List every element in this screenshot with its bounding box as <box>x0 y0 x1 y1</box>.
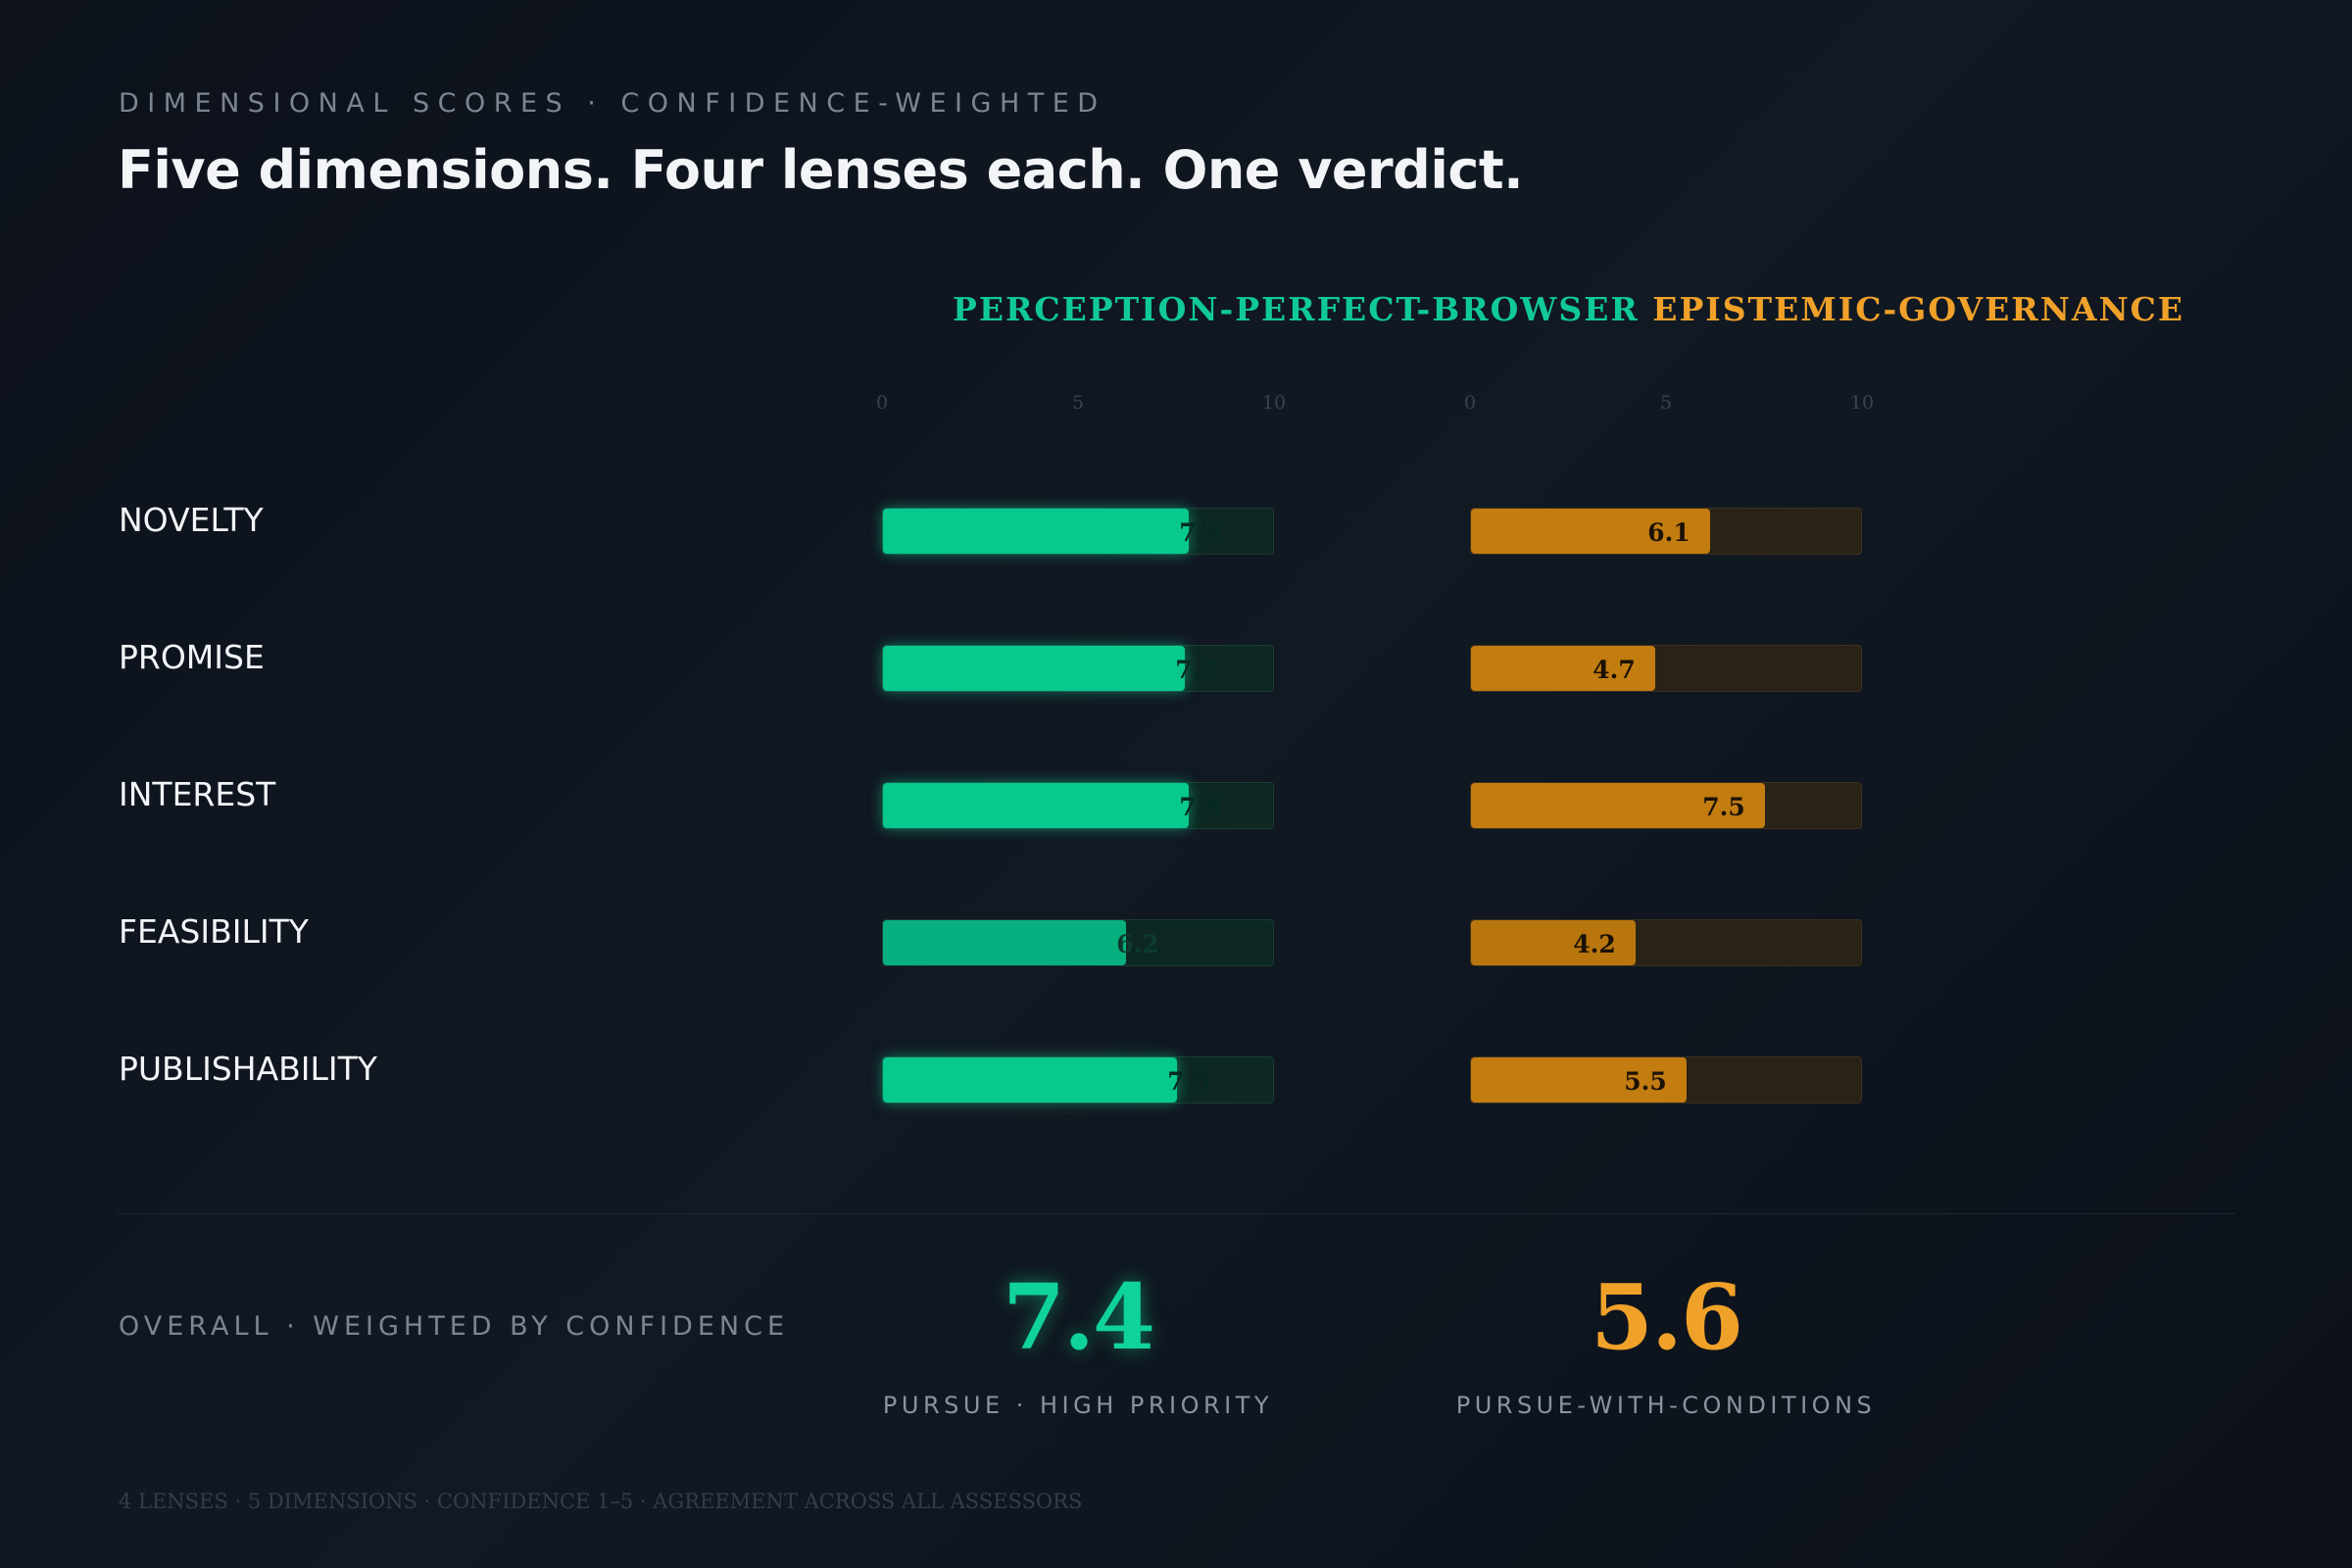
bar-track: 7.7 <box>882 645 1274 692</box>
bar <box>883 920 1126 965</box>
data-label: 7.8 <box>1179 793 1222 821</box>
bar-track: 4.7 <box>1470 645 1862 692</box>
overall-label: OVERALL · WEIGHTED BY CONFIDENCE <box>119 1311 790 1342</box>
bar-track: 7.5 <box>1470 782 1862 829</box>
data-label: 5.5 <box>1624 1067 1667 1096</box>
category-label: PROMISE <box>119 638 265 676</box>
axis-tick-label: 5 <box>1071 392 1085 414</box>
data-label: 7.7 <box>1175 656 1218 684</box>
category-label: PUBLISHABILITY <box>119 1050 377 1088</box>
axis-tick-label: 5 <box>1659 392 1673 414</box>
page-title: Five dimensions. Four lenses each. One v… <box>118 139 1524 201</box>
divider <box>118 1213 2234 1214</box>
category-label: FEASIBILITY <box>119 912 309 951</box>
axis-tick-label: 10 <box>1849 392 1875 414</box>
axis-tick-label: 0 <box>875 392 889 414</box>
category-label: NOVELTY <box>119 501 264 539</box>
bar <box>1471 509 1710 554</box>
bar <box>883 646 1185 691</box>
data-label: 6.1 <box>1647 518 1690 547</box>
axis-tick-label: 10 <box>1261 392 1287 414</box>
footnote: 4 LENSES · 5 DIMENSIONS · CONFIDENCE 1–5… <box>119 1490 1083 1513</box>
overall-score-a: 7.4 <box>1002 1264 1155 1370</box>
data-label: 4.7 <box>1592 656 1636 684</box>
eyebrow-label: DIMENSIONAL SCORES · CONFIDENCE-WEIGHTED <box>119 88 1106 119</box>
bar <box>883 509 1189 554</box>
bar <box>883 1057 1177 1102</box>
bar <box>1471 783 1765 828</box>
bar <box>1471 646 1655 691</box>
overall-score-b: 5.6 <box>1590 1264 1743 1370</box>
series-a-title: PERCEPTION-PERFECT-BROWSER <box>953 290 1640 328</box>
verdict-b: PURSUE-WITH-CONDITIONS <box>1455 1392 1877 1419</box>
data-label: 7.8 <box>1179 518 1222 547</box>
data-label: 7.5 <box>1167 1067 1210 1096</box>
bar-track: 5.5 <box>1470 1056 1862 1103</box>
data-label: 6.2 <box>1116 930 1159 958</box>
data-label: 7.5 <box>1702 793 1745 821</box>
bar-track: 7.8 <box>882 782 1274 829</box>
bar <box>883 783 1189 828</box>
verdict-a: PURSUE · HIGH PRIORITY <box>882 1392 1274 1419</box>
axis-tick-label: 0 <box>1463 392 1477 414</box>
series-b-title: EPISTEMIC-GOVERNANCE <box>1652 290 2185 328</box>
bar <box>1471 920 1636 965</box>
bar-track: 7.8 <box>882 508 1274 555</box>
bar-track: 6.1 <box>1470 508 1862 555</box>
bar <box>1471 1057 1687 1102</box>
data-label: 4.2 <box>1573 930 1616 958</box>
chart-legend: PERCEPTION-PERFECT-BROWSER EPISTEMIC-GOV… <box>953 290 2184 328</box>
bar-track: 6.2 <box>882 919 1274 966</box>
bar-track: 7.5 <box>882 1056 1274 1103</box>
category-label: INTEREST <box>119 775 276 813</box>
bar-track: 4.2 <box>1470 919 1862 966</box>
